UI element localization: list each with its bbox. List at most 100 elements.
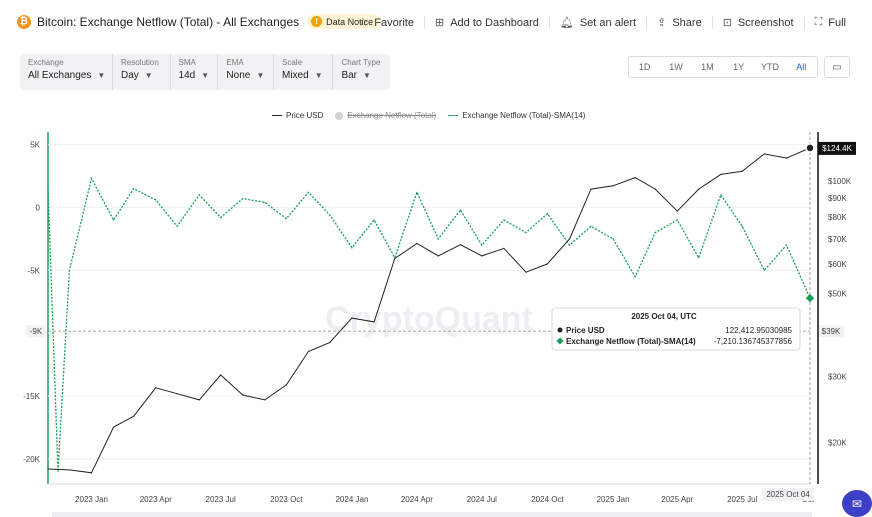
price-point — [416, 242, 418, 245]
price-point — [481, 255, 483, 257]
price-point — [373, 321, 375, 323]
crosshair-left-label: -9K — [30, 327, 43, 336]
price-point — [176, 393, 178, 395]
data-notice-label: Data Notice — [326, 16, 374, 27]
tooltip-price-value: 122,412.95030985 — [725, 326, 792, 335]
price-point — [546, 263, 549, 265]
netflow-price-chart[interactable]: 5K0-5K-1-15K-20K$100K$90K$80K$70K$60K$50… — [0, 132, 872, 512]
crosshair-date-label: 2025 Oct 04 — [766, 490, 810, 499]
chart-type-value: Bar — [341, 70, 358, 81]
sma-point — [90, 177, 93, 180]
chevron-down-icon: ▼ — [256, 71, 265, 80]
sma-point — [242, 198, 244, 200]
range-ytd[interactable]: YTD — [760, 62, 779, 72]
price-point — [155, 387, 157, 389]
sma-marker — [805, 293, 815, 303]
price-point — [676, 210, 678, 212]
data-notice-badge[interactable]: ! Data Notice — [307, 14, 382, 29]
price-series-line[interactable] — [47, 147, 811, 474]
price-point — [113, 426, 115, 428]
price-point — [459, 244, 461, 246]
right-tick-label: $60K — [828, 260, 847, 269]
price-point — [394, 257, 396, 260]
tooltip-price-swatch — [557, 327, 563, 333]
calendar-icon[interactable]: ▭ — [824, 56, 850, 78]
right-tick-label: $80K — [828, 213, 847, 222]
exchange-select[interactable]: Exchange All Exchanges ▼ — [20, 54, 113, 90]
ema-select[interactable]: EMA None ▼ — [218, 54, 274, 90]
full-button[interactable]: ⛶ Full — [803, 16, 856, 29]
page-title: Bitcoin: Exchange Netflow (Total) - All … — [37, 14, 300, 29]
left-tick-label: -5K — [28, 266, 41, 275]
resolution-select[interactable]: Resolution Day ▼ — [113, 54, 171, 90]
tooltip-sma-value: -7,210.136745377856 — [714, 337, 793, 346]
top-bar: ₿ Bitcoin: Exchange Netflow (Total) - Al… — [0, 0, 872, 46]
screenshot-label: Screenshot — [737, 16, 794, 29]
crosshair-right-label: $39K — [822, 327, 841, 336]
set-alert-button[interactable]: 🔔︎ Set an alert — [548, 16, 646, 29]
legend-netflow[interactable]: Exchange Netflow (Total) — [335, 111, 436, 120]
exchange-label: Exchange — [28, 58, 64, 67]
sma-point — [57, 470, 59, 473]
share-button[interactable]: ⇪ Share — [646, 16, 712, 29]
expand-icon: ⛶ — [814, 16, 823, 28]
chevron-down-icon: ▼ — [314, 71, 323, 80]
share-icon: ⇪ — [657, 17, 667, 29]
resolution-label: Resolution — [121, 58, 159, 67]
x-tick-label: 2023 Jan — [75, 495, 108, 504]
sma-point — [351, 247, 353, 249]
sma-point — [654, 231, 656, 234]
sma-point — [763, 269, 765, 271]
legend-price-swatch — [272, 115, 282, 116]
sma-select[interactable]: SMA 14d ▼ — [171, 54, 219, 90]
favorite-button[interactable]: ☆ Favorite — [348, 16, 424, 30]
tooltip-box — [551, 307, 801, 351]
range-1y[interactable]: 1Y — [733, 62, 745, 72]
chart-type-select[interactable]: Chart Type Bar ▼ — [333, 54, 390, 90]
full-label: Full — [828, 16, 846, 29]
range-1d[interactable]: 1D — [638, 62, 651, 72]
sma-point — [481, 244, 483, 246]
left-tick-label: -20K — [23, 455, 41, 464]
price-point — [329, 341, 331, 344]
screenshot-button[interactable]: ⊡ Screenshot — [711, 16, 804, 29]
chat-support-button[interactable]: ✉ — [842, 490, 872, 517]
price-point — [133, 415, 135, 417]
right-tick-label: $70K — [828, 235, 847, 244]
add-to-dashboard-label: Add to Dashboard — [450, 16, 539, 29]
sma-point — [113, 219, 115, 221]
price-point — [220, 374, 222, 376]
price-point — [242, 394, 244, 396]
price-point — [568, 238, 571, 240]
sma-point — [720, 194, 722, 196]
share-label: Share — [672, 16, 702, 29]
x-tick-label: 2025 Apr — [661, 495, 693, 504]
range-all[interactable]: All — [796, 62, 807, 72]
add-to-dashboard-button[interactable]: ⊞ Add to Dashboard — [423, 16, 549, 29]
sma-point — [459, 209, 461, 211]
chat-icon: ✉ — [851, 496, 863, 511]
right-tick-label: $30K — [828, 373, 847, 382]
sma-point — [676, 219, 678, 221]
chevron-down-icon: ▼ — [97, 71, 106, 80]
scale-value: Mixed — [282, 70, 309, 81]
chevron-down-icon: ▼ — [201, 71, 210, 80]
scale-select[interactable]: Scale Mixed ▼ — [274, 54, 334, 90]
legend-sma[interactable]: Exchange Netflow (Total)-SMA(14) — [448, 111, 585, 120]
tooltip-price-label: Price USD — [566, 326, 605, 335]
range-1w[interactable]: 1W — [669, 62, 683, 72]
range-1m[interactable]: 1M — [701, 62, 714, 72]
camera-icon: ⊡ — [722, 17, 732, 29]
title-area: ₿ Bitcoin: Exchange Netflow (Total) - Al… — [17, 14, 382, 29]
resolution-value: Day — [121, 70, 139, 81]
left-tick-label: 5K — [30, 141, 40, 150]
sma-point — [634, 275, 636, 278]
legend-price[interactable]: Price USD — [272, 111, 323, 120]
price-point — [612, 185, 614, 187]
sma-point — [47, 187, 49, 190]
sma-point — [546, 213, 549, 215]
price-point — [307, 350, 310, 353]
chart-scrollbar[interactable] — [52, 512, 812, 517]
price-point — [698, 188, 700, 190]
chevron-down-icon: ▼ — [363, 71, 371, 80]
